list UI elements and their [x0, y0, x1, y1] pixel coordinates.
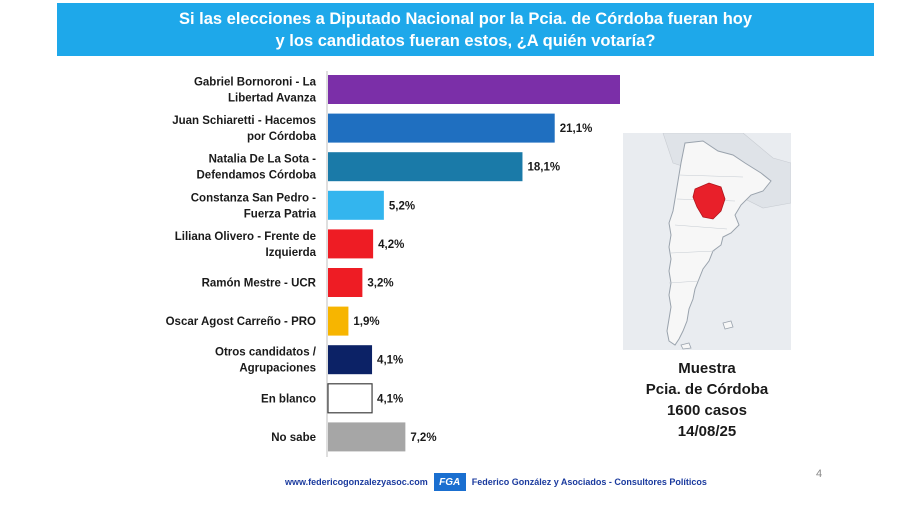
argentina-map-icon	[623, 132, 792, 350]
category-label-5: Ramón Mestre - UCR	[202, 278, 317, 290]
category-label-7-line-1: Agrupaciones	[239, 363, 316, 375]
bar-4	[328, 229, 374, 259]
sample-info: Muestra Pcia. de Córdoba 1600 casos 14/0…	[623, 358, 791, 442]
bar-2	[328, 152, 523, 182]
category-label-6-line-0: Oscar Agost Carreño - PRO	[166, 316, 316, 328]
category-label-0-line-1: Libertad Avanza	[228, 93, 317, 105]
category-label-8-line-0: En blanco	[261, 393, 316, 405]
value-label-5: 3,2%	[367, 278, 393, 290]
value-label-1: 21,1%	[560, 123, 593, 135]
category-label-1-line-1: por Córdoba	[247, 131, 317, 143]
bar-7	[328, 345, 373, 375]
category-label-8: En blanco	[261, 393, 316, 405]
footer-company: Federico González y Asociados - Consulto…	[471, 477, 707, 487]
argentina-map	[623, 132, 792, 350]
category-label-7: Otros candidatos / Agrupaciones	[215, 347, 317, 375]
category-label-2: Natalia De La Sota - Defendamos Córdoba	[197, 154, 317, 182]
bar-3	[328, 190, 384, 220]
footer: www.federicogonzalezyasoc.com FGA Federi…	[285, 472, 707, 492]
bar-9	[328, 422, 406, 452]
category-label-7-line-0: Otros candidatos /	[215, 347, 317, 359]
sample-title: Muestra	[678, 360, 736, 377]
value-label-3: 5,2%	[389, 200, 415, 212]
category-label-3-line-1: Fuerza Patria	[244, 208, 317, 220]
chart-title-line1: Si las elecciones a Diputado Nacional po…	[178, 9, 753, 28]
category-label-1-line-0: Juan Schiaretti - Hacemos	[172, 115, 316, 127]
category-label-2-line-0: Natalia De La Sota -	[209, 154, 317, 166]
bar-5	[328, 268, 363, 297]
category-label-9: No sabe	[271, 432, 316, 444]
bar-8	[327, 383, 373, 414]
bar-1	[328, 113, 555, 143]
chart-title: Si las elecciones a Diputado Nacional po…	[57, 3, 874, 56]
page-number: 4	[816, 468, 823, 480]
value-label-6: 1,9%	[353, 316, 379, 328]
chart-title-line2: y los candidatos fueran estos, ¿A quién …	[275, 31, 656, 50]
sample-region: Pcia. de Córdoba	[645, 381, 769, 398]
value-label-8: 4,1%	[377, 393, 403, 405]
category-label-3: Constanza San Pedro - Fuerza Patria	[191, 192, 317, 220]
value-label-7: 4,1%	[377, 355, 403, 367]
category-label-1: Juan Schiaretti - Hacemos por Córdoba	[172, 115, 316, 143]
category-label-3-line-0: Constanza San Pedro -	[191, 192, 316, 204]
category-label-4-line-0: Liliana Olivero - Frente de	[175, 231, 316, 243]
value-label-9: 7,2%	[410, 432, 436, 444]
footer-url[interactable]: www.federicogonzalezyasoc.com	[285, 477, 428, 487]
sample-size: 1600 casos	[666, 402, 748, 419]
category-label-9-line-0: No sabe	[271, 432, 316, 444]
value-label-2: 18,1%	[527, 162, 560, 174]
bar-0	[328, 75, 620, 104]
category-label-0: Gabriel Bornoroni - La Libertad Avanza	[194, 77, 317, 105]
category-label-5-line-0: Ramón Mestre - UCR	[202, 278, 317, 290]
fga-logo: FGA	[433, 473, 466, 491]
bar-6	[328, 306, 349, 336]
category-label-0-line-0: Gabriel Bornoroni - La	[194, 77, 317, 89]
category-label-6: Oscar Agost Carreño - PRO	[166, 316, 316, 328]
category-label-4-line-1: Izquierda	[266, 247, 317, 259]
value-label-4: 4,2%	[378, 239, 404, 251]
category-label-2-line-1: Defendamos Córdoba	[197, 170, 317, 182]
category-label-4: Liliana Olivero - Frente de Izquierda	[175, 231, 317, 259]
sample-date: 14/08/25	[677, 423, 737, 440]
